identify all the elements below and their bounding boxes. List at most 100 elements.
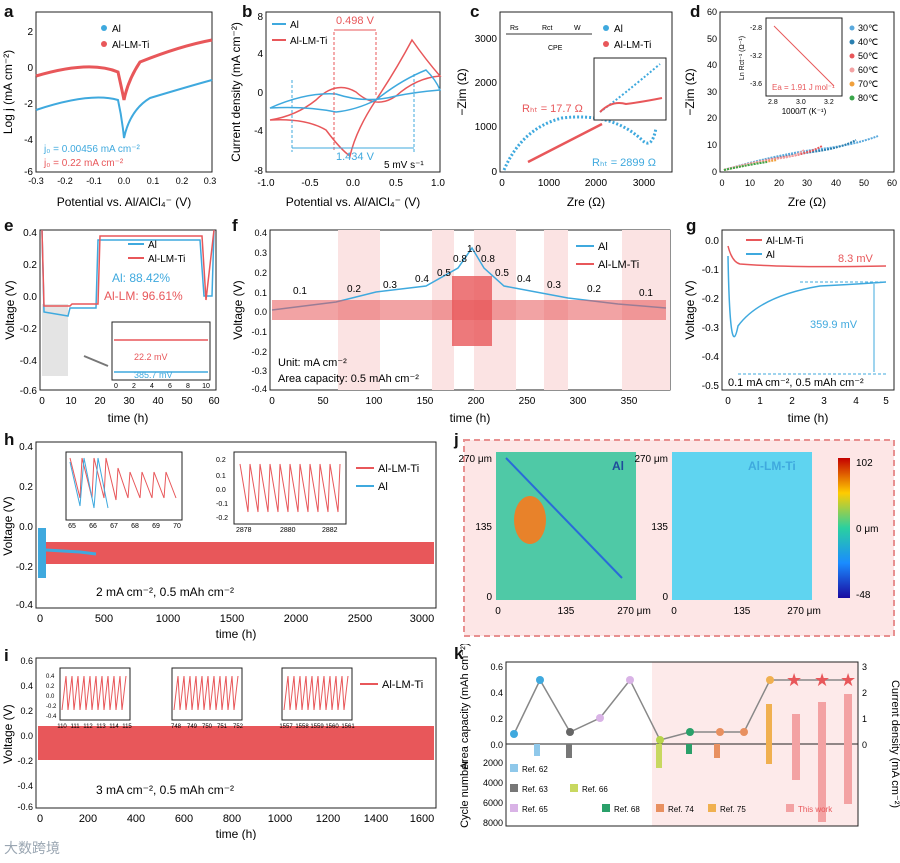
rate-label: 0.5 <box>437 268 451 279</box>
x-tick: 3 <box>821 396 827 407</box>
panel-f: f Voltage (V) 0.4 0.3 0.2 0.1 0.0 -0.1 -… <box>226 216 678 430</box>
x-tick: 2000 <box>585 178 608 189</box>
panel-d: d −Zim (Ω) 60 50 40 30 20 10 0 0 10 20 3… <box>682 0 900 215</box>
y-tick: 0 <box>257 88 263 99</box>
efficiency-al: Al: 88.42% <box>112 271 170 285</box>
inset-x-tick: 70 <box>173 523 181 530</box>
x-tick: 270 μm <box>787 606 821 617</box>
legend-item: 70℃ <box>858 79 878 89</box>
y-tick: 8000 <box>483 818 503 828</box>
x-tick: 50 <box>181 396 193 407</box>
band-al-lm-ti-mid <box>452 276 492 346</box>
rate-label: 0.3 <box>547 280 561 291</box>
inset-y-tick: -0.2 <box>46 704 57 710</box>
inset <box>593 57 667 121</box>
curve-al-lm-ti <box>727 245 887 268</box>
y-tick: 0.6 <box>20 656 33 666</box>
rate-label: 0.2 <box>587 284 601 295</box>
x-axis-label: Zre (Ω) <box>567 195 605 209</box>
y-tick: 0 <box>662 592 668 603</box>
inset-x-tick: 1557 <box>279 724 293 730</box>
y-tick: 10 <box>707 140 717 150</box>
inset-x-tick: 1559 <box>310 724 324 730</box>
panel-label: a <box>4 2 14 21</box>
x-tick: 0.0 <box>346 178 360 189</box>
chart-k: Area capacity (mAh cm⁻²) Cycle number Cu… <box>459 643 900 828</box>
legend-al-lm-ti: Al-LM-Ti <box>148 254 185 265</box>
x-tick: -0.1 <box>86 176 102 186</box>
arrow <box>527 122 603 164</box>
inset-x-label: 1000/T (K⁻¹) <box>782 107 827 116</box>
chart-i: Voltage (V) 0.6 0.4 0.2 0.0 -0.2 -0.4 -0… <box>1 656 437 841</box>
heightmap-al-hotspot <box>514 496 546 544</box>
x-axis-label: time (h) <box>216 827 257 840</box>
condition: 2 mA cm⁻², 0.5 mAh cm⁻² <box>96 585 234 599</box>
panel-i: i Voltage (V) 0.6 0.4 0.2 0.0 -0.2 -0.4 … <box>0 644 450 841</box>
legend-al: Al <box>766 250 775 261</box>
y-tick: -0.2 <box>17 756 33 766</box>
x-tick: 135 <box>558 606 575 617</box>
x-tick: 1000 <box>156 613 180 625</box>
legend-marker <box>849 67 855 73</box>
y-tick: -6 <box>24 167 33 178</box>
x-tick: 1600 <box>410 813 434 825</box>
y-tick: -2 <box>24 99 33 110</box>
band-al <box>38 528 46 578</box>
annotation: 0.498 V <box>336 15 375 27</box>
inset-fit-line <box>773 25 835 87</box>
inset-x-tick: 69 <box>152 523 160 530</box>
y-tick: 0.2 <box>490 714 503 724</box>
x-tick: 1000 <box>538 178 561 189</box>
legend-swatch <box>786 804 794 812</box>
y-tick: 0.0 <box>20 731 33 741</box>
inset-y-tick: 0.0 <box>216 487 226 494</box>
rate-label: 0.8 <box>453 254 467 265</box>
y-tick: 0.1 <box>254 288 267 298</box>
x-tick: 20 <box>774 178 784 188</box>
y-tick: -0.4 <box>702 352 720 363</box>
rate-label: 0.1 <box>293 286 307 297</box>
panel-a: a Log j (mA cm⁻²) 2 0 -2 -4 -6 -0.3 -0.2… <box>0 0 222 215</box>
cv-al <box>269 69 442 113</box>
ref-label: Ref. 63 <box>522 785 548 794</box>
x-tick: 800 <box>223 813 241 825</box>
inset-x-tick: 4 <box>150 383 154 390</box>
circuit-diagram: Rs Rct W CPE <box>506 25 592 52</box>
inset-x-tick: 67 <box>110 523 118 530</box>
ref-label: Ref. 75 <box>720 805 746 814</box>
x-tick: 1500 <box>220 613 244 625</box>
legend-item: 60℃ <box>858 65 878 75</box>
y-tick: 4000 <box>483 778 503 788</box>
inset-x-tick: 65 <box>68 523 76 530</box>
y-tick: -4 <box>254 126 263 137</box>
y-tick: 0 <box>491 167 497 178</box>
chart-e: Voltage (V) 0.4 0.2 0.0 -0.2 -0.4 -0.6 0… <box>3 228 220 425</box>
x-tick: 2000 <box>284 613 308 625</box>
inset-x-tick: 6 <box>168 383 172 390</box>
x-tick: 0.0 <box>118 176 131 186</box>
y-tick: 0.2 <box>23 260 37 271</box>
y-tick: -0.2 <box>20 324 38 335</box>
series-80 <box>723 161 768 171</box>
legend-swatch <box>510 784 518 792</box>
y-axis-label: Voltage (V) <box>683 280 697 339</box>
inset-x-tick: 1560 <box>325 724 339 730</box>
y-tick: -0.3 <box>702 323 720 334</box>
legend-al: Al <box>290 20 299 31</box>
y-tick: 2000 <box>475 78 498 89</box>
legend-swatch <box>570 784 578 792</box>
y-tick: 0 <box>712 167 717 177</box>
inset-x-tick: 113 <box>96 724 106 730</box>
legend-item: 30℃ <box>858 23 878 33</box>
legend-marker <box>849 53 855 59</box>
rate-label: 0.5 <box>495 268 509 279</box>
inset-y-tick: 0.4 <box>46 674 55 680</box>
curve-al-tail <box>45 548 97 556</box>
circuit-label: W <box>574 25 581 32</box>
inset-3-curve <box>283 675 349 711</box>
y-tick: 4 <box>257 49 263 60</box>
inset-y-tick: -0.2 <box>216 515 228 522</box>
inset-x-tick: 749 <box>187 724 198 730</box>
y-tick: 2000 <box>483 758 503 768</box>
heightmap-al-scratch <box>505 457 623 579</box>
